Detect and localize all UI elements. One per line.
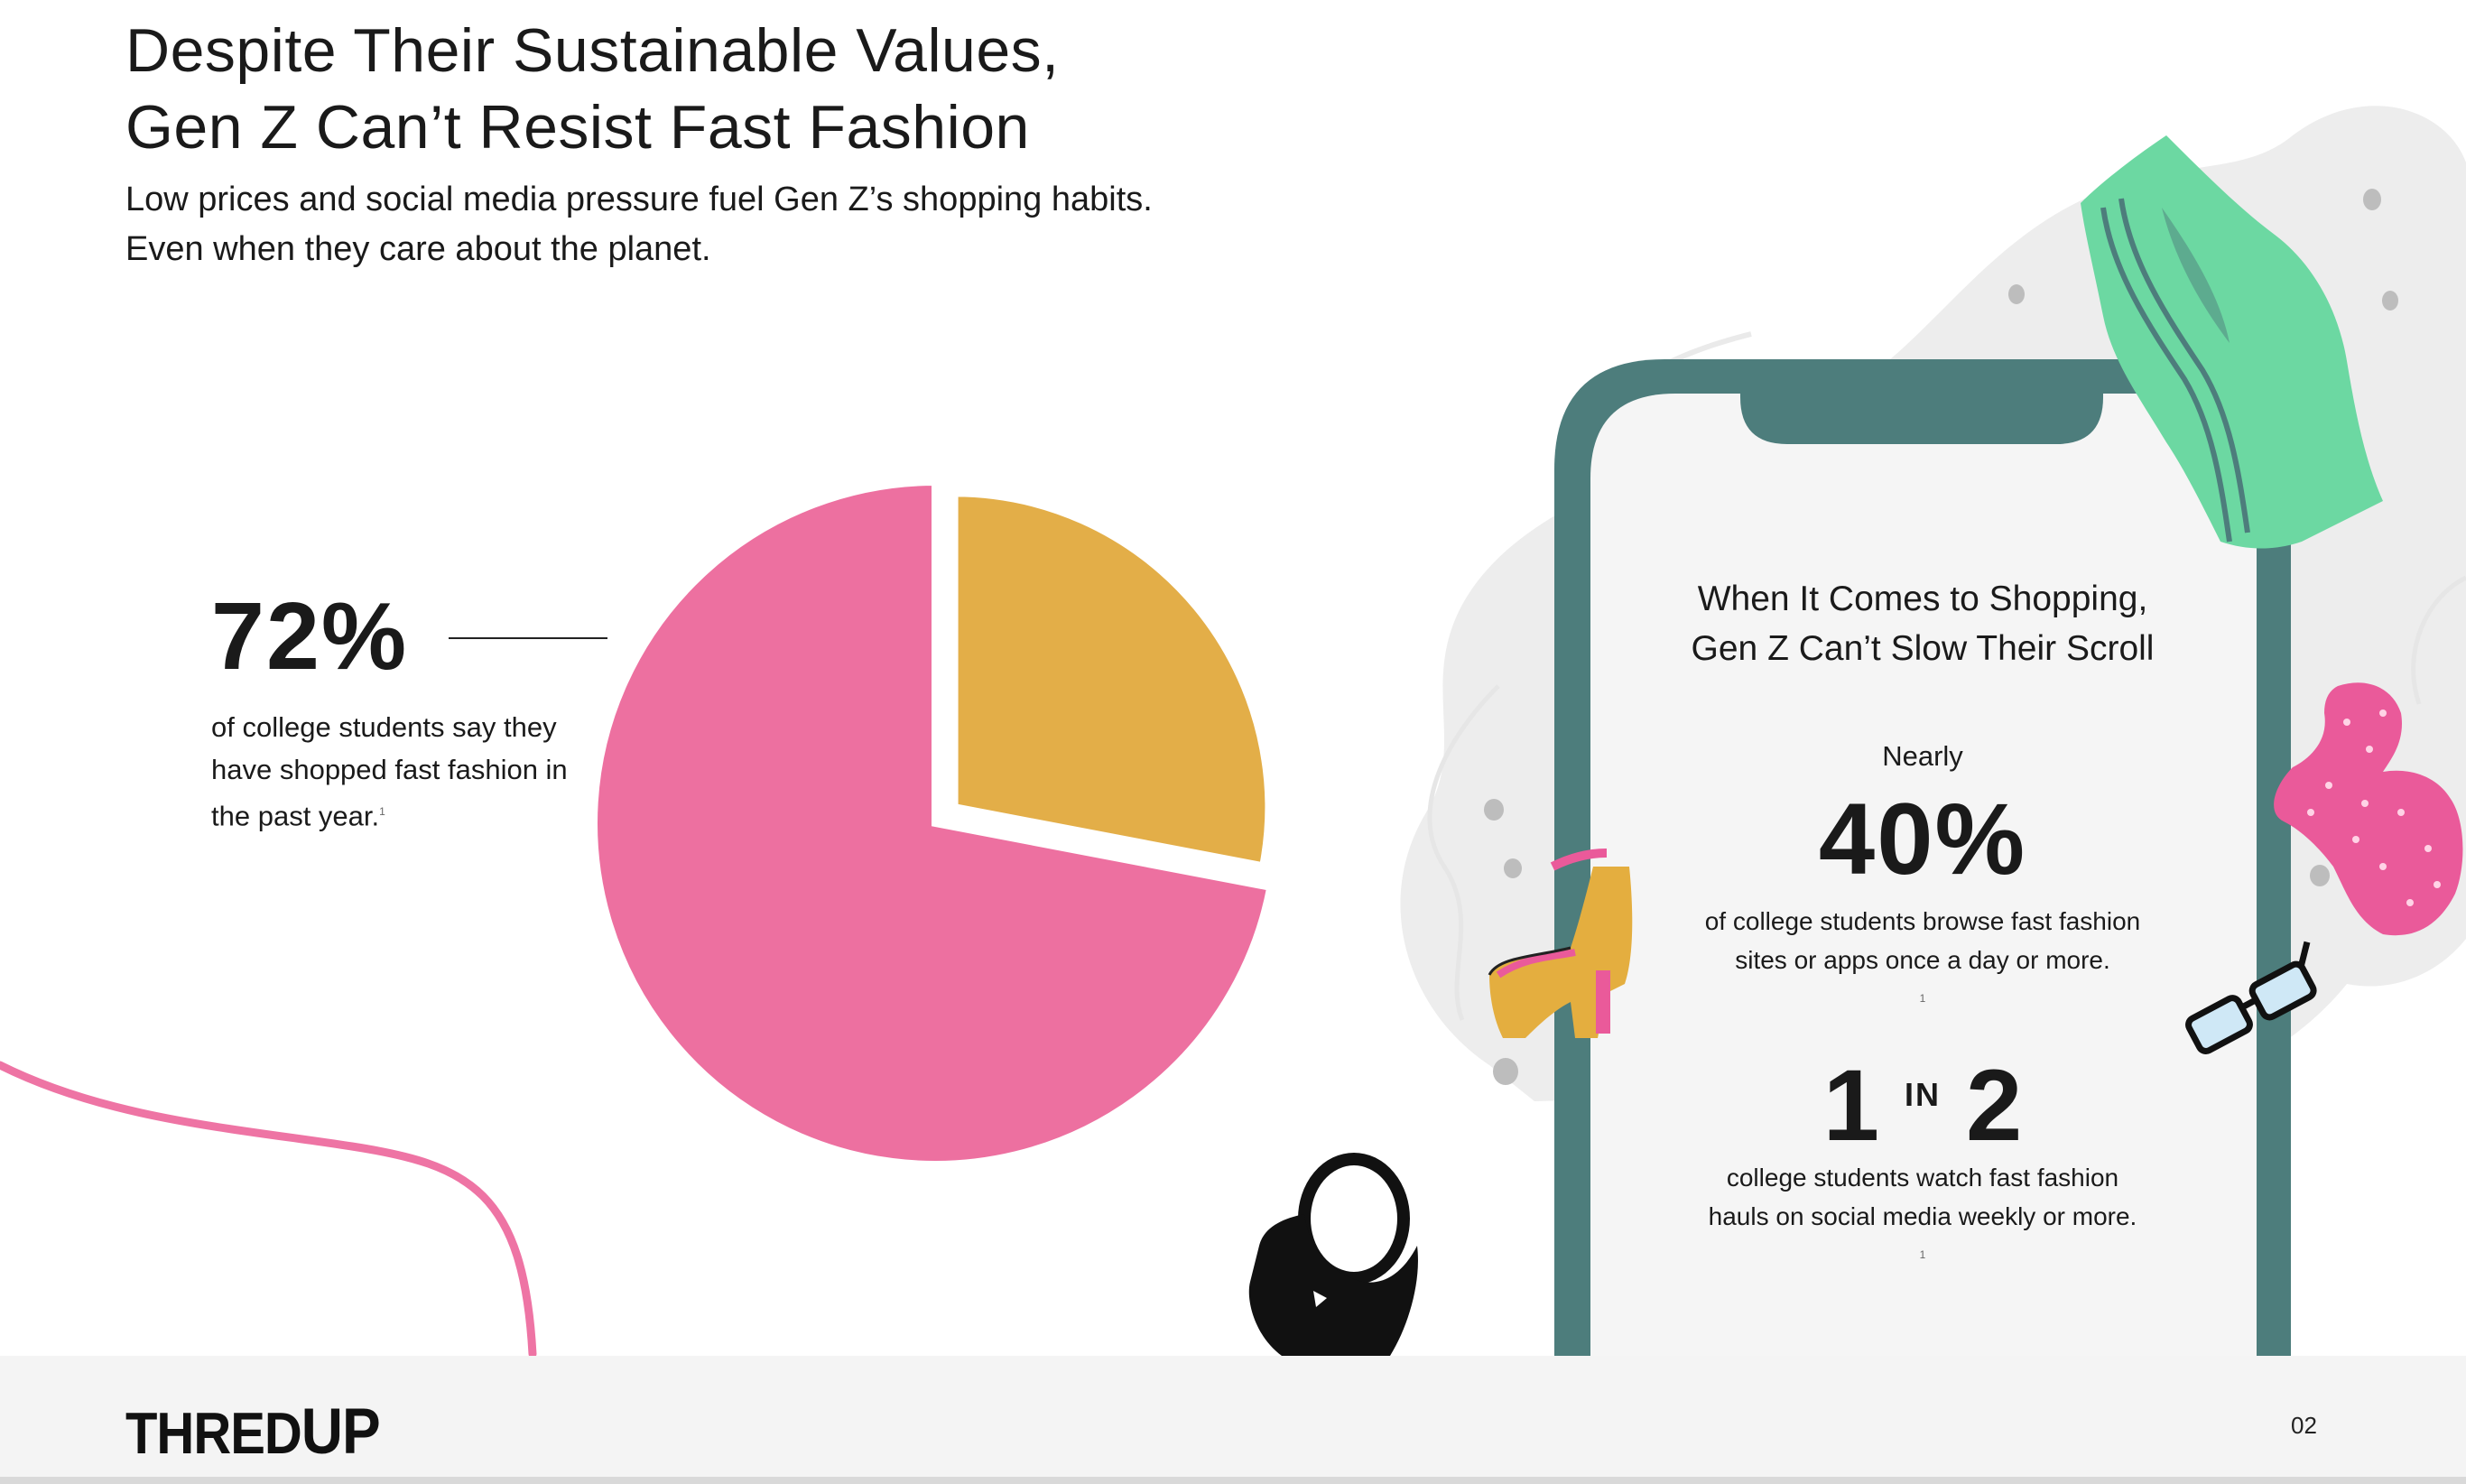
pink-top-icon [2274,682,2463,936]
phone-heading-line-1: When It Comes to Shopping, [1697,580,2148,618]
stat-1-in-2-line-2: hauls on social media weekly or more. 1 [1589,1197,2257,1275]
shirt-icon [2081,135,2383,549]
grey-dots [1484,189,2398,1085]
phone-heading: When It Comes to Shopping, Gen Z Can’t S… [1589,574,2257,673]
glasses-icon [2185,941,2317,1054]
stat-1-in-2-left: 1 [1822,1049,1879,1162]
grey-outline-line [1427,684,1500,1021]
title-line-2: Gen Z Can’t Resist Fast Fashion [125,93,1030,162]
stat-1-in-2-line-1: college students watch fast fashion [1726,1164,2119,1192]
stat-1-in-2-right: 2 [1966,1049,2023,1162]
stat-1-in-2-description: college students watch fast fashion haul… [1589,1158,2257,1275]
stat-40-prefix: Nearly [1882,740,1963,772]
stat-1-in-2-value: 1 IN 2 [1589,1036,2257,1164]
thredup-logo[interactable]: THREDUP [125,1394,381,1469]
stat-1-in-2-line-2-text: hauls on social media weekly or more. [1708,1202,2137,1230]
stat-72-value: 72% [211,583,409,690]
stat-40-description: of college students browse fast fashion … [1589,902,2257,1018]
phone-heading-line-2: Gen Z Can’t Slow Their Scroll [1691,629,2155,668]
stat-40-line-2: sites or apps once a day or more. 1 [1589,941,2257,1018]
stat-1-in-2-mid: IN [1905,1076,1941,1113]
handbag-icon [1248,1153,1418,1356]
page-number: 02 [2291,1412,2317,1439]
phone-notch [1740,379,2103,444]
pink-curve-decoration [0,1061,537,1359]
title-line-1: Despite Their Sustainable Values, [125,16,1060,85]
stat-40-line-1: of college students browse fast fashion [1704,907,2141,935]
stat-connector-line [449,637,607,639]
logo-accent: UP [301,1395,381,1468]
page-subtitle: Low prices and social media pressure fue… [125,175,1153,274]
logo-main: THRED [125,1400,302,1467]
footnote-marker: 1 [1919,992,1926,1005]
stat-72-description: of college students say they have shoppe… [211,706,572,837]
pie-slice-72 [590,478,1275,1168]
shoe-icon [1488,849,1633,1038]
grey-outline-right [2411,575,2466,705]
footnote-marker: 1 [379,805,385,818]
stat-40-value: 40% [1818,783,2027,895]
stat-40-line-2-text: sites or apps once a day or more. [1735,946,2110,974]
footnote-marker: 1 [1919,1248,1926,1261]
page-title: Despite Their Sustainable Values, Gen Z … [125,13,1060,166]
subtitle-line-2: Even when they care about the planet. [125,230,711,268]
phone-illustration [1554,359,2291,1356]
footer-bar: THREDUP 02 [0,1356,2466,1484]
subtitle-line-1: Low prices and social media pressure fue… [125,181,1153,218]
stat-72-text: of college students say they have shoppe… [211,711,568,832]
pie-slice-28 [950,489,1273,870]
